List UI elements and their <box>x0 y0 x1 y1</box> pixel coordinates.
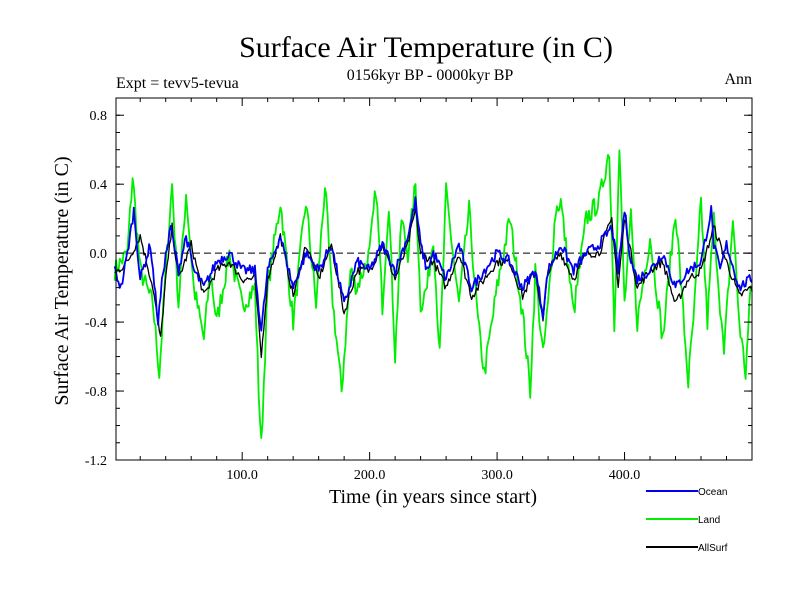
series-line-allsurf <box>114 208 753 359</box>
y-tick-label: -0.4 <box>85 316 107 331</box>
experiment-label: Expt = tevv5-tevua <box>116 75 239 92</box>
x-tick-label: 200.0 <box>354 468 386 483</box>
season-label: Ann <box>724 71 752 88</box>
legend-label-allsurf: AllSurf <box>698 543 728 554</box>
legend-label-land: Land <box>698 515 720 526</box>
x-tick-label: 300.0 <box>481 468 513 483</box>
y-tick-label: 0.8 <box>90 109 108 124</box>
series-line-land <box>113 149 753 439</box>
y-axis-label: Surface Air Temperature (in C) <box>51 156 73 405</box>
x-tick-label: 400.0 <box>609 468 641 483</box>
y-tick-label: 0.0 <box>90 247 108 262</box>
y-axis-ticks: -1.2 -0.8 -0.4 0.0 0.4 0.8 <box>85 97 752 469</box>
series-layer <box>113 149 753 439</box>
legend: Ocean Land AllSurf <box>646 487 728 554</box>
x-axis-label: Time (in years since start) <box>329 486 537 508</box>
legend-label-ocean: Ocean <box>698 487 727 498</box>
series-line-ocean <box>113 196 753 332</box>
y-tick-label: -0.8 <box>85 385 107 400</box>
plot-frame <box>115 97 753 461</box>
chart-title: Surface Air Temperature (in C) <box>239 31 613 64</box>
x-tick-label: 100.0 <box>226 468 258 483</box>
y-tick-label: -1.2 <box>85 454 107 469</box>
y-tick-label: 0.4 <box>90 178 108 193</box>
x-axis-ticks: 100.0 200.0 300.0 400.0 <box>139 98 728 483</box>
chart-subtitle: 0156kyr BP - 0000kyr BP <box>347 67 514 84</box>
plot-frame-rect <box>115 97 753 461</box>
